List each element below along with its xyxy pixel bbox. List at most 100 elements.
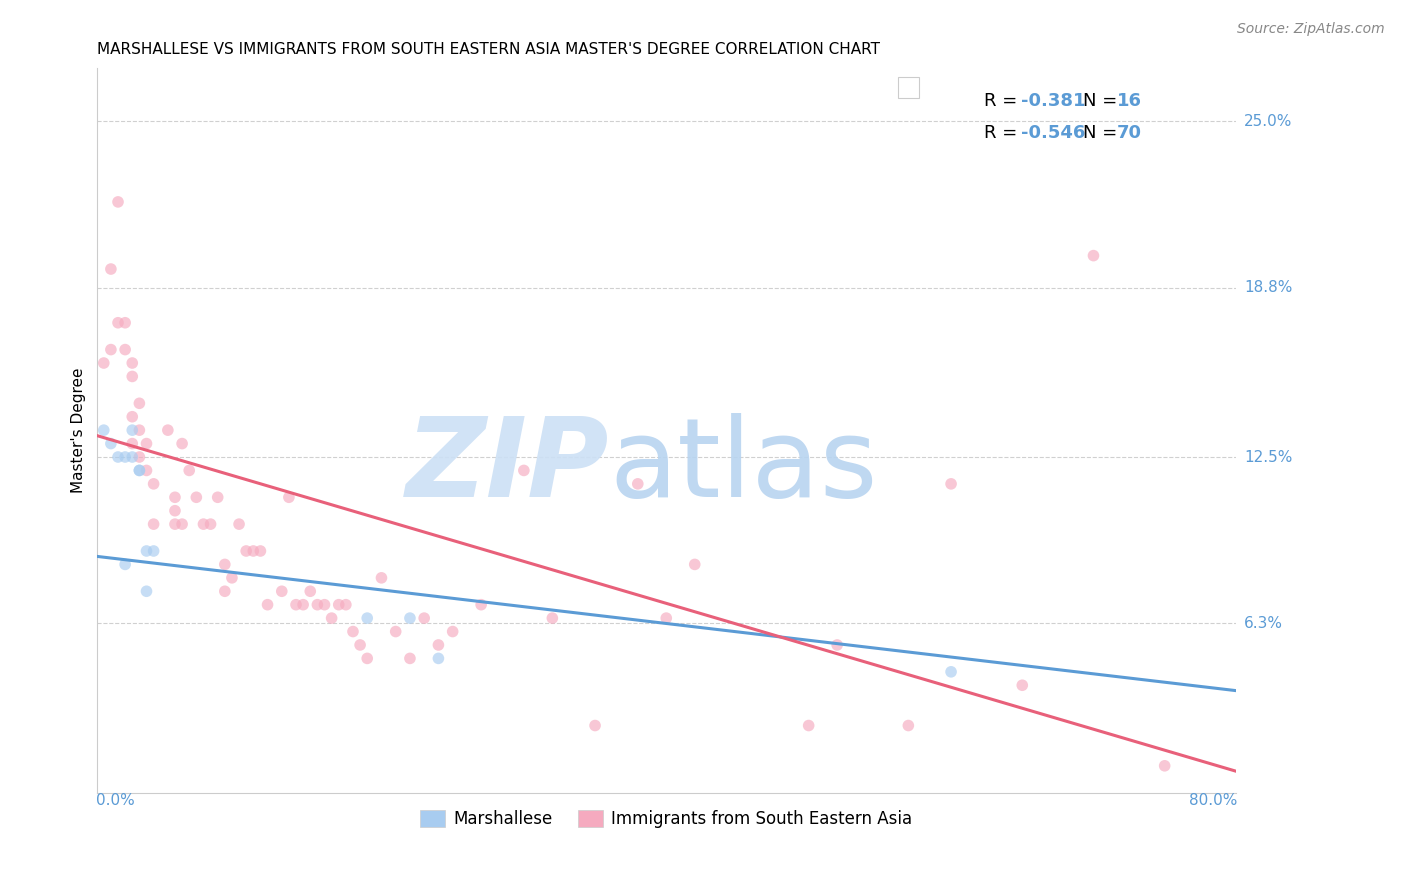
Point [172, 436, 194, 450]
Point [114, 316, 136, 330]
Point [214, 584, 236, 599]
Point [135, 584, 157, 599]
Point [142, 476, 165, 491]
Point [121, 409, 143, 424]
Point [172, 517, 194, 532]
Point [135, 544, 157, 558]
Point [427, 638, 450, 652]
Point [342, 624, 364, 639]
Point [655, 611, 678, 625]
Point [797, 718, 820, 732]
Point [299, 584, 322, 599]
Point [163, 504, 186, 518]
Point [292, 598, 315, 612]
Point [121, 369, 143, 384]
Point [121, 450, 143, 464]
Point [285, 598, 308, 612]
Point [121, 356, 143, 370]
Point [128, 463, 150, 477]
Text: 6.3%: 6.3% [1244, 616, 1284, 631]
Point [128, 450, 150, 464]
Y-axis label: Master's Degree: Master's Degree [72, 368, 86, 493]
Point [399, 651, 422, 665]
Point [128, 423, 150, 437]
Point [683, 558, 706, 572]
Text: -0.381: -0.381 [1021, 92, 1085, 110]
Point [627, 476, 650, 491]
Text: 25.0%: 25.0% [1244, 114, 1292, 128]
Point [541, 611, 564, 625]
Point [93, 423, 115, 437]
Point [384, 624, 406, 639]
Point [121, 423, 143, 437]
Text: N =: N = [1083, 124, 1123, 142]
Point [328, 598, 350, 612]
Text: R =: R = [984, 92, 1024, 110]
Point [277, 490, 299, 504]
Point [163, 490, 186, 504]
Text: 80.0%: 80.0% [1188, 793, 1237, 808]
Point [356, 611, 378, 625]
Point [100, 262, 122, 277]
Point [321, 611, 343, 625]
Text: 70: 70 [1116, 124, 1142, 142]
Legend: Marshallese, Immigrants from South Eastern Asia: Marshallese, Immigrants from South Easte… [413, 804, 920, 835]
Point [825, 638, 848, 652]
Point [897, 718, 920, 732]
Point [93, 356, 115, 370]
Point [128, 396, 150, 410]
Point [256, 598, 278, 612]
Point [242, 544, 264, 558]
Point [583, 718, 606, 732]
Point [349, 638, 371, 652]
Point [1083, 249, 1105, 263]
Point [200, 517, 222, 532]
Text: N =: N = [1083, 92, 1123, 110]
Point [114, 558, 136, 572]
Text: 12.5%: 12.5% [1244, 450, 1292, 465]
Point [307, 598, 329, 612]
Point [513, 463, 536, 477]
Point [107, 194, 129, 209]
Text: 18.8%: 18.8% [1244, 280, 1292, 295]
Point [163, 517, 186, 532]
Point [356, 651, 378, 665]
Point [142, 544, 165, 558]
Text: 0.0%: 0.0% [96, 793, 134, 808]
Text: Source: ZipAtlas.com: Source: ZipAtlas.com [1237, 22, 1385, 37]
Point [107, 450, 129, 464]
Point [186, 490, 208, 504]
Point [100, 436, 122, 450]
Point [249, 544, 271, 558]
Point [107, 316, 129, 330]
Point [156, 423, 179, 437]
Text: 16: 16 [1116, 92, 1142, 110]
Point [114, 343, 136, 357]
Point [121, 436, 143, 450]
Point [135, 436, 157, 450]
Point [939, 476, 962, 491]
Point [470, 598, 492, 612]
Point [228, 517, 250, 532]
Point [214, 558, 236, 572]
Point [221, 571, 243, 585]
Text: -0.546: -0.546 [1021, 124, 1085, 142]
Text: R =: R = [984, 124, 1024, 142]
Point [1153, 759, 1175, 773]
Point [939, 665, 962, 679]
Point [135, 463, 157, 477]
Point [179, 463, 201, 477]
Text: atlas: atlas [609, 413, 877, 520]
Point [193, 517, 215, 532]
Point [270, 584, 292, 599]
Text: MARSHALLESE VS IMMIGRANTS FROM SOUTH EASTERN ASIA MASTER'S DEGREE CORRELATION CH: MARSHALLESE VS IMMIGRANTS FROM SOUTH EAS… [97, 42, 880, 57]
Point [207, 490, 229, 504]
Point [314, 598, 336, 612]
Point [335, 598, 357, 612]
Point [235, 544, 257, 558]
Text: ZIP: ZIP [406, 413, 609, 520]
Point [399, 611, 422, 625]
Point [142, 517, 165, 532]
Point [100, 343, 122, 357]
Point [1011, 678, 1033, 692]
